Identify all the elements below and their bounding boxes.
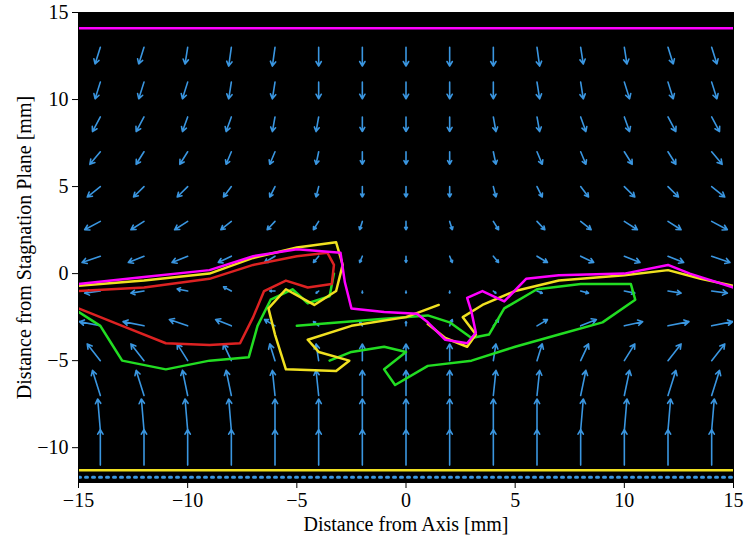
svg-text:−5: −5 [47, 349, 68, 371]
svg-text:−5: −5 [286, 489, 307, 511]
svg-text:15: 15 [724, 489, 744, 511]
svg-text:5: 5 [59, 175, 69, 197]
svg-text:Distance from Stagnation Plane: Distance from Stagnation Plane [mm] [13, 96, 36, 399]
svg-text:5: 5 [510, 489, 520, 511]
svg-text:−10: −10 [172, 489, 203, 511]
svg-text:0: 0 [59, 262, 69, 284]
svg-text:−15: −15 [63, 489, 94, 511]
svg-text:10: 10 [49, 88, 69, 110]
svg-text:Distance from Axis [mm]: Distance from Axis [mm] [304, 513, 509, 535]
svg-text:10: 10 [614, 489, 634, 511]
svg-text:15: 15 [49, 1, 69, 23]
svg-text:0: 0 [401, 489, 411, 511]
svg-text:−10: −10 [37, 436, 68, 458]
